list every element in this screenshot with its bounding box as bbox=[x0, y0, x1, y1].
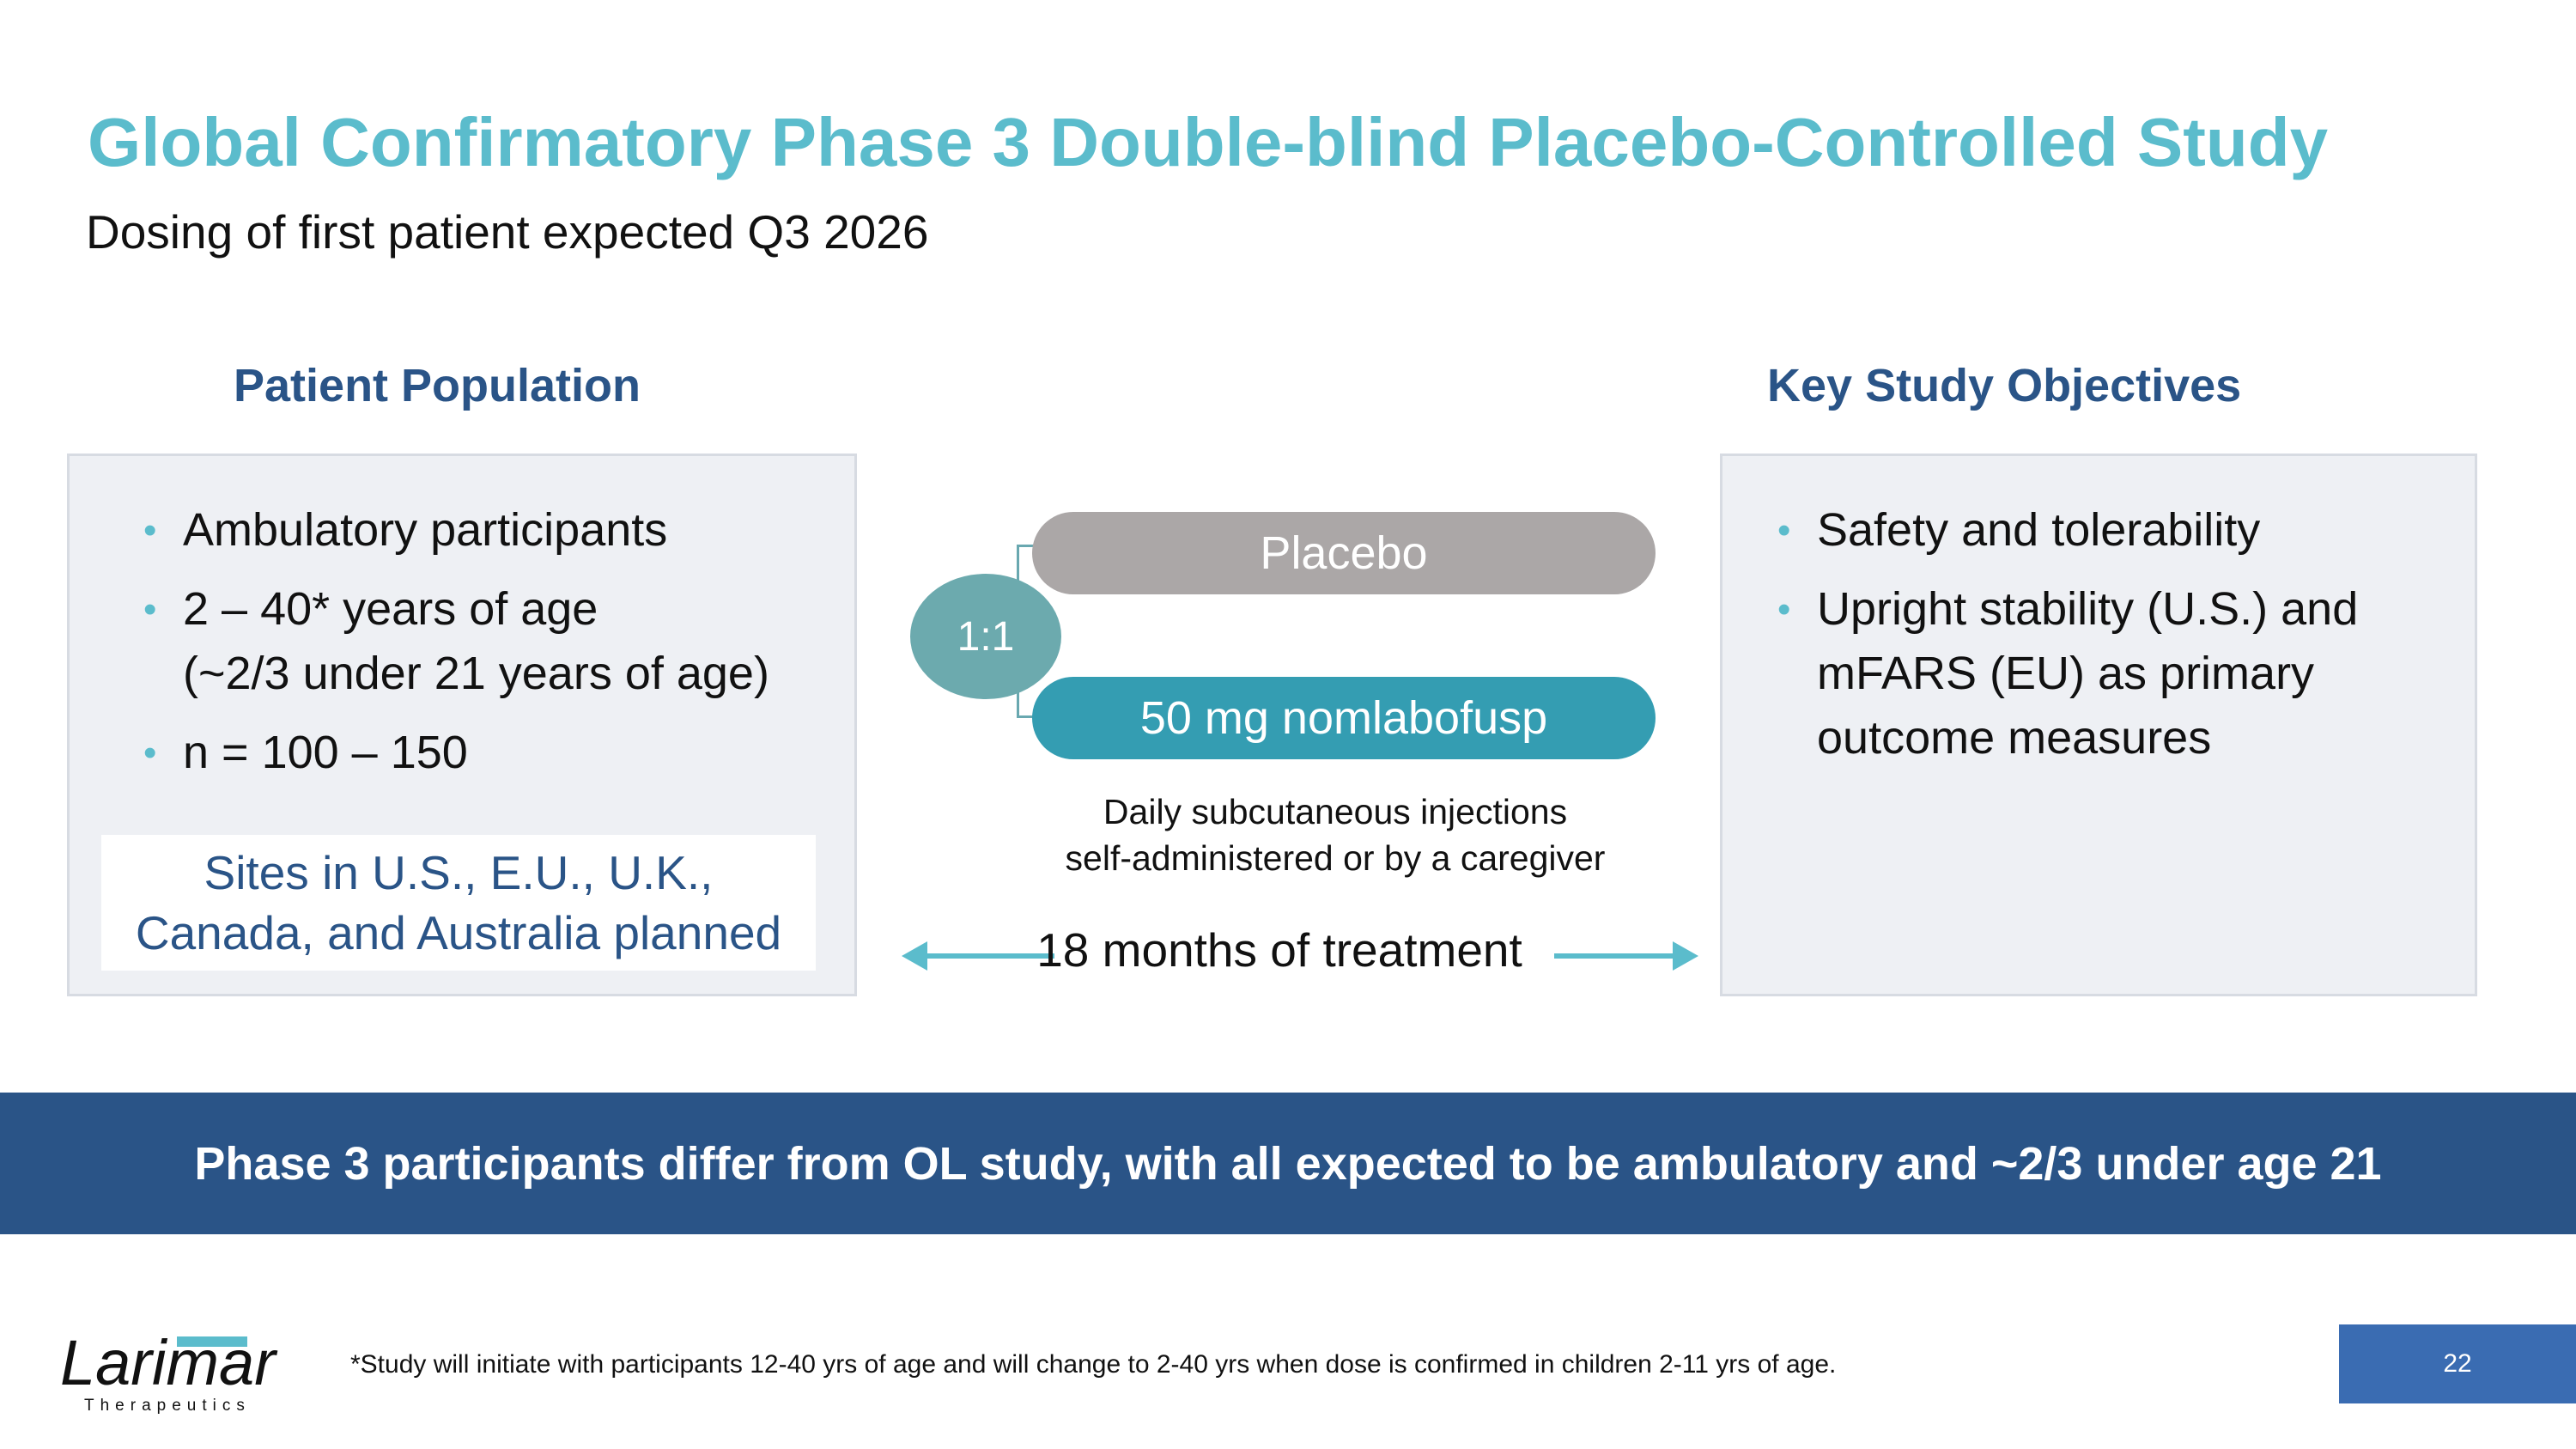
summary-banner: Phase 3 participants differ from OL stud… bbox=[0, 1093, 2576, 1234]
key-study-objectives-panel bbox=[1720, 454, 2477, 996]
slide-subtitle: Dosing of first patient expected Q3 2026 bbox=[86, 205, 929, 259]
patient-population-list: • Ambulatory participants • 2 – 40* years … bbox=[143, 498, 848, 800]
arrow-right-icon bbox=[1673, 941, 1698, 971]
list-item: • Ambulatory participants bbox=[143, 498, 848, 563]
patient-population-heading: Patient Population bbox=[234, 360, 641, 411]
footnote: *Study will initiate with participants 1… bbox=[350, 1350, 1837, 1379]
dosing-note: Daily subcutaneous injections self-admin… bbox=[1065, 792, 1606, 878]
bullet-icon: • bbox=[143, 732, 157, 774]
key-study-objectives-heading: Key Study Objectives bbox=[1767, 360, 2242, 411]
duration-label: 18 months of treatment bbox=[1036, 923, 1522, 977]
list-item: • Upright stability (U.S.) and mFARS (EU)… bbox=[1777, 577, 2464, 770]
sites-callout: Sites in U.S., E.U., U.K., Canada, and A… bbox=[101, 835, 816, 971]
list-item: • 2 – 40* years of age (~2/3 under 21 yea… bbox=[143, 577, 848, 706]
list-item: • n = 100 – 150 bbox=[143, 721, 848, 785]
randomization-ratio: 1:1 bbox=[910, 574, 1061, 699]
placebo-arm: Placebo bbox=[1032, 512, 1656, 594]
banner-text: Phase 3 participants differ from OL stud… bbox=[194, 1137, 2382, 1190]
bullet-icon: • bbox=[1777, 509, 1791, 551]
svg-text:Therapeutics: Therapeutics bbox=[84, 1397, 251, 1415]
larimar-logo: Larimar Therapeutics bbox=[60, 1327, 278, 1415]
treatment-arm: 50 mg nomlabofusp bbox=[1032, 677, 1656, 759]
sites-text: Sites in U.S., E.U., U.K., Canada, and A… bbox=[135, 846, 782, 959]
arrow-left-line bbox=[917, 953, 1054, 959]
page-number: 22 bbox=[2339, 1324, 2576, 1403]
treatment-duration: 18 months of treatment bbox=[902, 922, 1698, 983]
slide-title: Global Confirmatory Phase 3 Double-blind… bbox=[88, 104, 2329, 180]
svg-text:Larimar: Larimar bbox=[60, 1327, 278, 1398]
bullet-icon: • bbox=[143, 588, 157, 630]
arrow-right-line bbox=[1554, 953, 1692, 959]
key-study-objectives-list: • Safety and tolerability • Upright stabil… bbox=[1777, 498, 2464, 785]
bullet-icon: • bbox=[143, 509, 157, 551]
bullet-icon: • bbox=[1777, 588, 1791, 630]
list-item: • Safety and tolerability bbox=[1777, 498, 2464, 563]
